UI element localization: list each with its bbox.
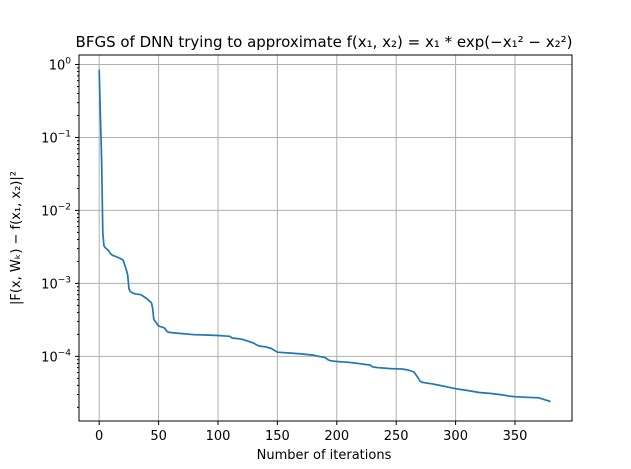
x-tick-label: 50 — [150, 429, 167, 444]
x-tick-label: 200 — [324, 429, 349, 444]
x-tick-label: 0 — [95, 429, 103, 444]
x-tick-label: 300 — [443, 429, 468, 444]
y-tick-label: 10−3 — [41, 275, 71, 292]
x-tick-label: 350 — [503, 429, 528, 444]
grid-lines — [79, 55, 572, 421]
x-tick-label: 100 — [206, 429, 231, 444]
series-line — [98, 69, 551, 403]
x-tick-label: 250 — [384, 429, 409, 444]
y-tick-label: 10−1 — [41, 129, 71, 146]
y-tick-label: 10−2 — [41, 202, 71, 219]
y-tick-label: 100 — [49, 57, 72, 74]
plot-frame — [78, 54, 573, 422]
y-axis-ticks: 100 10−1 10−2 10−3 10−4 — [41, 57, 79, 408]
chart-title: BFGS of DNN trying to approximate f(x₁, … — [76, 33, 573, 51]
series-layer — [98, 69, 551, 403]
x-axis-ticks: 0 50 100 150 200 250 300 350 — [95, 421, 527, 444]
y-axis-label: |F(x, Wₖ) − f(x₁, x₂)|² — [9, 171, 24, 305]
x-axis-label: Number of iterations — [257, 448, 392, 463]
y-tick-label: 10−4 — [41, 348, 71, 365]
x-tick-label: 150 — [265, 429, 290, 444]
